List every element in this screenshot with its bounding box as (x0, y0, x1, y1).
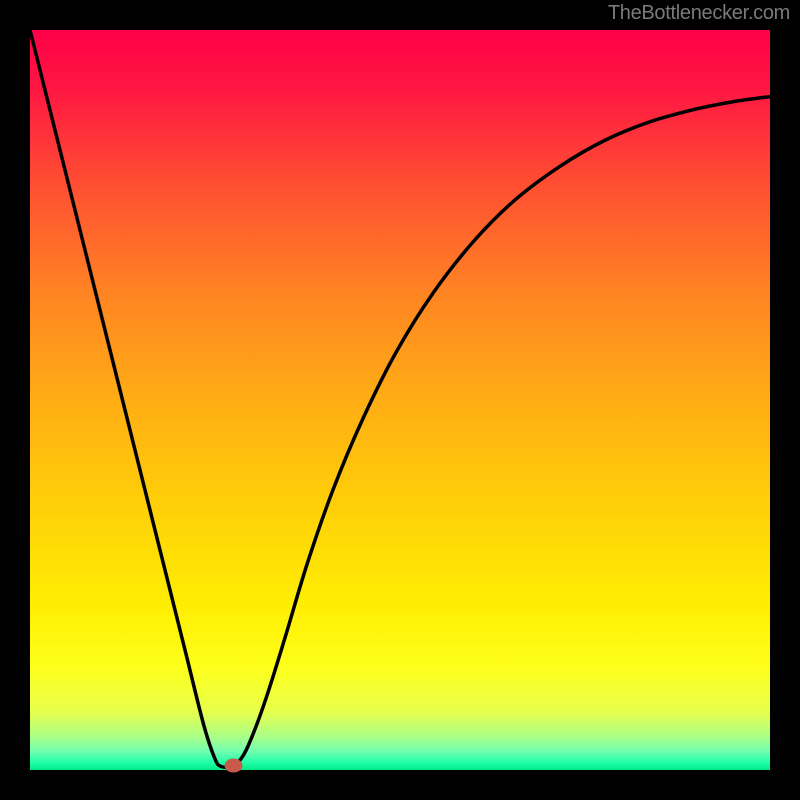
watermark-text: TheBottlenecker.com (608, 2, 790, 25)
optimal-point-marker (225, 759, 243, 773)
gradient-background (30, 30, 770, 770)
chart-container: TheBottlenecker.com (0, 0, 800, 800)
bottleneck-chart (0, 0, 800, 800)
